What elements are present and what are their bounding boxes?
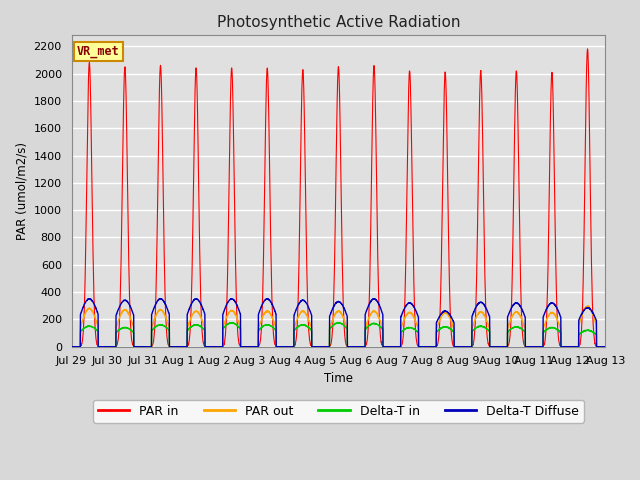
- Delta-T Diffuse: [429, 344, 436, 349]
- PAR in: [488, 344, 496, 349]
- Delta-T Diffuse: [68, 344, 76, 349]
- PAR in: [602, 344, 609, 349]
- PAR in: [601, 344, 609, 349]
- PAR out: [458, 344, 466, 349]
- PAR out: [584, 303, 592, 309]
- PAR out: [488, 344, 496, 349]
- PAR out: [602, 344, 609, 349]
- PAR out: [601, 344, 609, 349]
- Delta-T in: [458, 344, 466, 349]
- Delta-T in: [602, 344, 609, 349]
- Line: PAR in: PAR in: [72, 49, 605, 347]
- PAR out: [68, 344, 76, 349]
- Delta-T Diffuse: [602, 344, 609, 349]
- Title: Photosynthetic Active Radiation: Photosynthetic Active Radiation: [217, 15, 460, 30]
- PAR in: [319, 344, 326, 349]
- Delta-T in: [429, 344, 436, 349]
- Delta-T in: [319, 344, 326, 349]
- Legend: PAR in, PAR out, Delta-T in, Delta-T Diffuse: PAR in, PAR out, Delta-T in, Delta-T Dif…: [93, 400, 584, 423]
- Y-axis label: PAR (umol/m2/s): PAR (umol/m2/s): [15, 142, 28, 240]
- Delta-T in: [68, 344, 76, 349]
- Line: PAR out: PAR out: [72, 306, 605, 347]
- Delta-T in: [488, 344, 496, 349]
- PAR in: [458, 344, 466, 349]
- Delta-T Diffuse: [458, 344, 466, 349]
- Delta-T Diffuse: [228, 296, 236, 301]
- Delta-T in: [228, 320, 236, 325]
- PAR out: [164, 319, 172, 324]
- PAR in: [584, 46, 591, 52]
- Delta-T Diffuse: [488, 344, 496, 349]
- Delta-T in: [164, 325, 172, 331]
- PAR in: [428, 344, 436, 349]
- PAR in: [164, 338, 172, 344]
- Delta-T Diffuse: [601, 344, 609, 349]
- PAR out: [428, 344, 436, 349]
- Delta-T in: [601, 344, 609, 349]
- Line: Delta-T Diffuse: Delta-T Diffuse: [72, 299, 605, 347]
- Delta-T Diffuse: [164, 306, 172, 312]
- PAR in: [68, 344, 76, 349]
- PAR out: [319, 344, 326, 349]
- X-axis label: Time: Time: [324, 372, 353, 385]
- Text: VR_met: VR_met: [77, 45, 120, 58]
- Delta-T Diffuse: [319, 344, 326, 349]
- Line: Delta-T in: Delta-T in: [72, 323, 605, 347]
